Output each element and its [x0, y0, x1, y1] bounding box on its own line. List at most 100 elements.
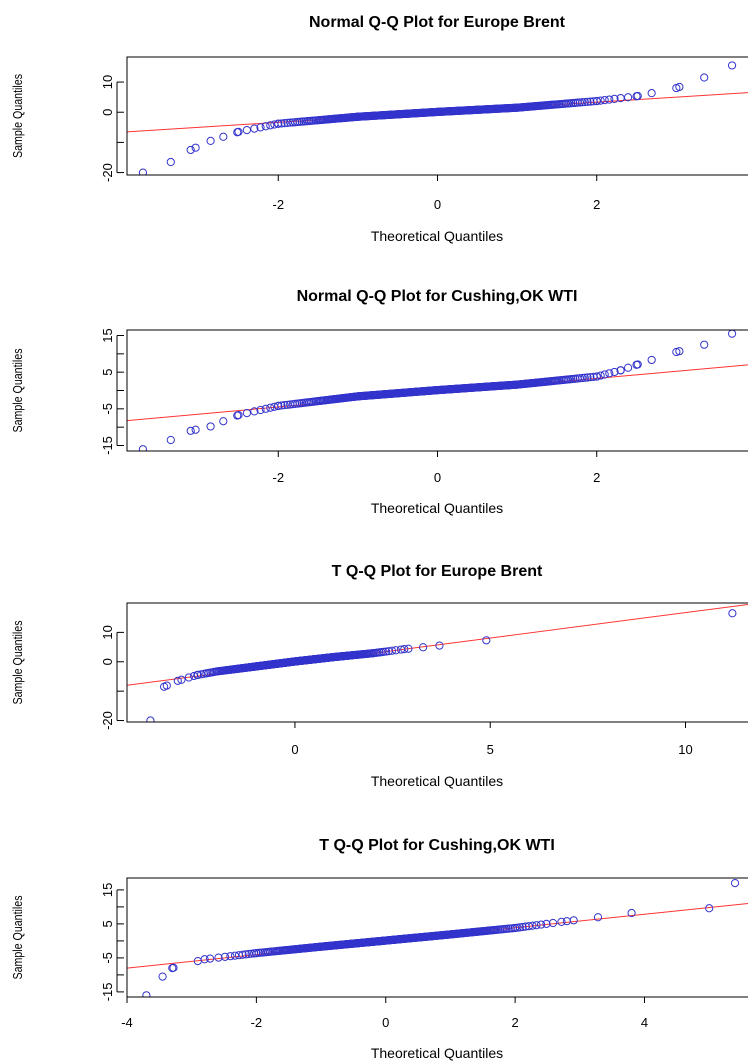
data-point	[596, 96, 605, 105]
data-point	[142, 991, 151, 997]
data-point	[186, 145, 195, 155]
data-point	[675, 347, 684, 356]
data-point	[193, 670, 203, 679]
data-point	[600, 95, 609, 105]
data-point	[705, 904, 714, 913]
data-point	[283, 400, 292, 409]
data-point	[605, 95, 614, 104]
data-point	[647, 89, 656, 98]
y-tick-label: -5	[100, 403, 115, 415]
data-point	[418, 643, 428, 652]
data-point	[274, 119, 283, 128]
data-point	[266, 121, 275, 130]
x-tick-label: 4	[641, 1015, 648, 1030]
data-point	[482, 636, 491, 645]
data-point	[616, 366, 625, 375]
data-point	[515, 923, 525, 932]
data-point	[274, 401, 283, 410]
x-tick-label: -2	[251, 1015, 263, 1030]
data-point	[242, 409, 251, 418]
data-point	[138, 168, 148, 175]
y-tick-label: -20	[100, 163, 115, 182]
points-group	[142, 879, 740, 997]
data-point	[536, 920, 546, 929]
x-tick-label: 0	[291, 742, 298, 757]
data-point	[580, 373, 589, 382]
data-point	[600, 370, 609, 379]
x-axis: -2 0 2	[272, 451, 600, 485]
data-point	[596, 371, 605, 380]
data-point	[633, 91, 642, 101]
y-tick-label: 10	[100, 75, 115, 89]
data-point	[166, 435, 175, 445]
y-tick-label: -5	[100, 952, 115, 964]
points-group	[138, 330, 737, 451]
y-tick-label: -15	[100, 983, 115, 1002]
data-point	[583, 373, 592, 382]
data-point	[158, 972, 167, 981]
y-tick-label: 0	[100, 658, 115, 665]
data-point	[206, 136, 215, 145]
data-point	[261, 122, 270, 131]
y-axis-label: Sample Quantiles	[10, 74, 25, 158]
qq-panel-4: T Q-Q Plot for Cushing,OK WTI-15-5515-4-…	[10, 837, 748, 1061]
x-tick-label: 2	[593, 470, 600, 485]
data-point	[206, 422, 215, 431]
x-axis-label: Theoretical Quantiles	[371, 773, 503, 789]
data-point	[138, 445, 148, 451]
data-point	[184, 673, 193, 682]
data-point	[169, 963, 178, 972]
data-point	[381, 647, 391, 656]
data-point	[230, 951, 240, 960]
y-axis-label: Sample Quantiles	[10, 348, 25, 432]
data-point	[219, 132, 228, 141]
data-point	[610, 367, 619, 377]
y-tick-label: 5	[100, 920, 115, 927]
data-point	[177, 675, 186, 684]
data-point	[261, 404, 270, 413]
data-point	[250, 407, 259, 416]
y-axis: -20 0 10	[100, 75, 124, 182]
data-point	[610, 94, 619, 104]
plot-title: T Q-Q Plot for Europe Brent	[332, 563, 543, 580]
data-point	[624, 93, 633, 102]
y-tick-label: 5	[100, 369, 115, 376]
data-point	[730, 879, 740, 888]
data-point	[277, 401, 286, 410]
qq-panel-2: Normal Q-Q Plot for Cushing,OK WTI -15 -5 5…	[10, 288, 748, 516]
data-point	[226, 952, 235, 961]
data-point	[672, 347, 681, 357]
x-tick-label: 10	[678, 742, 692, 757]
data-point	[404, 644, 413, 653]
x-tick-label: 0	[434, 197, 441, 212]
data-point	[528, 921, 537, 930]
data-point	[592, 372, 602, 381]
qq-panel-3: T Q-Q Plot for Europe Brent -20 0 10 0 5 10 The…	[10, 563, 748, 789]
x-tick-label: 2	[593, 197, 600, 212]
data-point	[700, 73, 709, 82]
data-point	[191, 143, 200, 152]
data-point	[583, 97, 592, 106]
y-tick-label: 0	[100, 109, 115, 116]
y-axis-label: Sample Quantiles	[10, 620, 25, 704]
data-point	[633, 360, 642, 369]
plot-title: Normal Q-Q Plot for Europe Brent	[309, 14, 566, 31]
data-point	[575, 374, 584, 383]
data-point	[578, 98, 587, 107]
x-axis-label: Theoretical Quantiles	[371, 228, 503, 244]
x-tick-label: 0	[382, 1015, 389, 1030]
data-point	[256, 123, 265, 132]
x-tick-label: -2	[272, 197, 284, 212]
data-point	[542, 919, 551, 928]
y-tick-label: 15	[100, 328, 115, 342]
y-axis: -20 0 10	[100, 625, 124, 730]
data-point	[234, 410, 243, 420]
data-point	[280, 119, 289, 128]
data-point	[675, 82, 684, 92]
x-tick-label: 0	[434, 470, 441, 485]
data-point	[624, 363, 633, 372]
data-point	[146, 716, 155, 722]
y-axis: -15 -5 5 15	[100, 883, 124, 1002]
points-group	[138, 61, 737, 175]
